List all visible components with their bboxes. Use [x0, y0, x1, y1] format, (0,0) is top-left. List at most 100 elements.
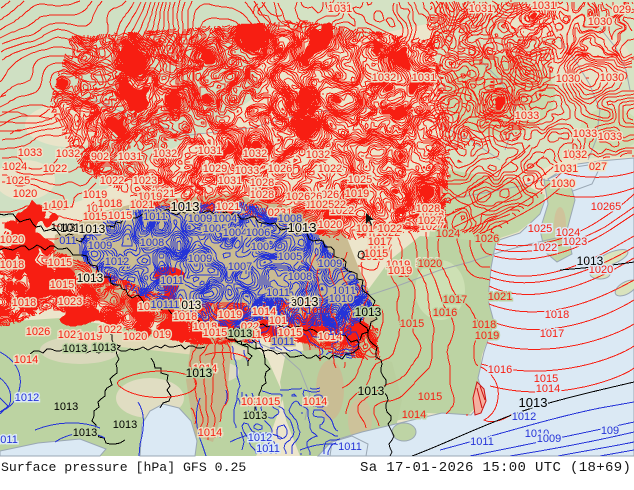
svg-text:1017: 1017	[443, 294, 467, 306]
svg-text:1021: 1021	[58, 329, 82, 341]
svg-text:1012: 1012	[105, 256, 129, 268]
svg-text:1011: 1011	[256, 443, 280, 455]
svg-text:1014: 1014	[402, 409, 426, 421]
svg-text:1027: 1027	[418, 215, 442, 227]
svg-text:1018: 1018	[193, 321, 217, 333]
svg-text:1019: 1019	[78, 331, 102, 343]
svg-text:101: 101	[241, 396, 259, 408]
svg-text:1011: 1011	[332, 285, 356, 297]
svg-text:1004: 1004	[213, 213, 237, 225]
svg-text:1020: 1020	[318, 219, 342, 231]
svg-text:1019: 1019	[83, 189, 107, 201]
svg-text:1013: 1013	[358, 384, 385, 398]
svg-text:1013: 1013	[79, 222, 106, 236]
svg-text:1013: 1013	[228, 328, 252, 340]
svg-text:1022: 1022	[318, 163, 342, 175]
svg-text:1020: 1020	[0, 234, 24, 246]
svg-text:1025: 1025	[528, 223, 552, 235]
svg-text:1017: 1017	[368, 236, 392, 248]
svg-text:1015: 1015	[83, 211, 107, 223]
svg-text:1015: 1015	[364, 248, 388, 260]
svg-text:1024: 1024	[556, 227, 580, 239]
svg-text:1009: 1009	[188, 253, 212, 265]
svg-text:1023: 1023	[563, 236, 587, 248]
svg-text:1010: 1010	[525, 428, 549, 440]
svg-text:1022: 1022	[100, 175, 124, 187]
svg-text:19: 19	[398, 268, 410, 280]
svg-text:1013: 1013	[328, 326, 352, 338]
svg-text:1027: 1027	[420, 221, 444, 233]
svg-text:1028: 1028	[250, 189, 274, 201]
svg-text:1012: 1012	[15, 392, 39, 404]
svg-text:1023: 1023	[133, 175, 157, 187]
svg-text:1008: 1008	[288, 271, 312, 283]
svg-text:0231: 0231	[268, 207, 292, 219]
svg-text:1018: 1018	[472, 319, 496, 331]
svg-text:3: 3	[291, 298, 297, 309]
svg-text:1031: 1031	[198, 145, 222, 157]
svg-text:1030: 1030	[551, 178, 575, 190]
svg-text:100: 100	[251, 241, 269, 253]
svg-text:1010: 1010	[310, 317, 334, 329]
svg-text:1013: 1013	[77, 271, 104, 285]
svg-text:1015: 1015	[360, 251, 384, 263]
svg-text:1031: 1031	[532, 0, 556, 12]
svg-text:1013: 1013	[113, 419, 137, 431]
svg-text:1031: 1031	[469, 3, 493, 15]
svg-text:1015: 1015	[50, 279, 74, 291]
svg-text:1020: 1020	[589, 264, 613, 276]
svg-text:1006: 1006	[246, 227, 270, 239]
svg-text:1009: 1009	[88, 240, 112, 252]
svg-text:1013: 1013	[171, 199, 200, 214]
svg-text:1020: 1020	[123, 331, 147, 343]
svg-text:1018: 1018	[98, 198, 122, 210]
svg-text:1013: 1013	[186, 366, 213, 380]
svg-text:1021: 1021	[130, 199, 154, 211]
svg-text:1015: 1015	[203, 327, 227, 339]
svg-text:1013: 1013	[243, 410, 267, 422]
svg-text:1008: 1008	[140, 237, 164, 249]
svg-text:1014: 1014	[252, 306, 276, 318]
svg-text:101: 101	[51, 199, 69, 211]
svg-text:1015: 1015	[534, 373, 558, 385]
svg-text:1015: 1015	[418, 391, 442, 403]
svg-text:1020: 1020	[13, 188, 37, 200]
svg-text:1031: 1031	[218, 175, 242, 187]
svg-text:1012: 1012	[248, 432, 272, 444]
svg-text:1020: 1020	[416, 257, 440, 269]
svg-text:1010: 1010	[329, 293, 353, 305]
svg-text:1014: 1014	[318, 331, 342, 343]
svg-text:1009: 1009	[188, 213, 212, 225]
svg-text:1032: 1032	[563, 149, 587, 161]
svg-text:1028: 1028	[416, 203, 440, 215]
svg-text:1007: 1007	[228, 261, 252, 273]
svg-text:1033: 1033	[515, 110, 539, 122]
svg-text:1011: 1011	[238, 329, 262, 341]
svg-text:1014: 1014	[198, 427, 222, 439]
svg-text:101: 101	[356, 223, 374, 235]
svg-text:1009: 1009	[318, 258, 342, 270]
svg-text:019: 019	[153, 329, 171, 341]
svg-text:1016: 1016	[488, 364, 512, 376]
svg-text:1020: 1020	[418, 258, 442, 270]
svg-text:1015: 1015	[108, 210, 132, 222]
svg-text:10111: 10111	[151, 299, 180, 311]
svg-text:1025: 1025	[348, 174, 372, 186]
svg-text:1019: 1019	[386, 259, 410, 271]
svg-text:1022: 1022	[378, 223, 402, 235]
svg-text:022: 022	[539, 243, 557, 255]
svg-text:1018: 1018	[173, 311, 197, 323]
svg-text:1030: 1030	[600, 72, 624, 84]
svg-text:1025: 1025	[6, 175, 30, 187]
svg-text:1026: 1026	[268, 163, 292, 175]
svg-text:1019: 1019	[138, 191, 162, 203]
svg-text:027: 027	[589, 161, 607, 173]
svg-text:1022: 1022	[376, 227, 400, 239]
svg-text:1013: 1013	[54, 401, 78, 413]
svg-text:1014: 1014	[303, 396, 327, 408]
svg-text:1013: 1013	[51, 222, 75, 234]
svg-text:1032: 1032	[243, 148, 267, 160]
svg-text:22: 22	[334, 199, 346, 211]
svg-text:1015: 1015	[48, 257, 72, 269]
svg-text:011: 011	[59, 235, 77, 247]
